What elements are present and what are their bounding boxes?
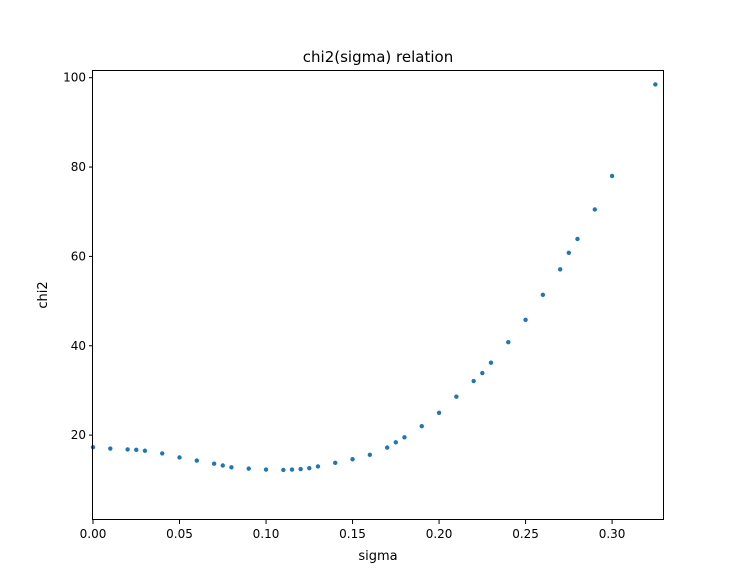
data-point: [488, 360, 494, 365]
data-point: [315, 464, 321, 469]
data-point: [471, 378, 476, 384]
y-axis-ticks: 20 40 60 80 100: [63, 71, 93, 442]
y-tick-label: 100: [63, 71, 86, 85]
data-point: [246, 466, 251, 471]
data-points: [90, 82, 658, 473]
x-tick-label: 0.30: [599, 527, 626, 541]
data-point: [393, 440, 399, 445]
data-point: [480, 370, 485, 376]
data-point: [523, 317, 528, 323]
chart-title: chi2(sigma) relation: [303, 48, 453, 66]
data-point: [367, 452, 373, 457]
data-point: [402, 435, 407, 440]
data-point: [454, 394, 459, 399]
data-point: [653, 82, 658, 87]
x-axis-ticks: 0.00 0.05 0.10 0.15 0.20 0.25 0.30: [80, 520, 626, 541]
data-point: [125, 447, 130, 452]
plot-frame: [92, 70, 664, 520]
data-point: [229, 465, 234, 470]
x-axis-label: sigma: [358, 549, 397, 564]
data-point: [384, 445, 390, 450]
data-point: [609, 173, 615, 179]
data-point: [436, 410, 442, 415]
data-point: [575, 236, 580, 242]
y-tick-label: 80: [71, 160, 86, 174]
y-tick-label: 40: [71, 339, 86, 353]
x-tick-label: 0.20: [426, 527, 453, 541]
data-point: [134, 447, 139, 453]
data-point: [142, 448, 148, 453]
data-point: [263, 467, 269, 472]
data-point: [540, 292, 546, 298]
data-point: [281, 467, 286, 473]
x-tick-label: 0.25: [512, 527, 539, 541]
data-point: [419, 423, 424, 429]
data-point: [350, 457, 355, 462]
data-point: [211, 461, 217, 466]
data-point: [566, 250, 572, 256]
x-tick-label: 0.00: [80, 527, 107, 541]
y-tick-label: 20: [71, 428, 86, 442]
data-point: [592, 207, 597, 212]
y-tick-label: 60: [71, 249, 86, 263]
data-point: [506, 339, 511, 345]
data-point: [298, 466, 303, 472]
data-point: [289, 467, 295, 472]
data-point: [557, 267, 563, 272]
data-point: [194, 458, 200, 463]
data-point: [307, 465, 312, 471]
y-axis-label: chi2: [36, 281, 51, 308]
data-point: [177, 455, 182, 460]
x-tick-label: 0.05: [166, 527, 193, 541]
data-point: [108, 446, 113, 451]
data-point: [333, 460, 338, 466]
data-point: [220, 463, 225, 468]
x-tick-label: 0.10: [253, 527, 280, 541]
x-tick-label: 0.15: [339, 527, 366, 541]
data-point: [160, 451, 165, 456]
